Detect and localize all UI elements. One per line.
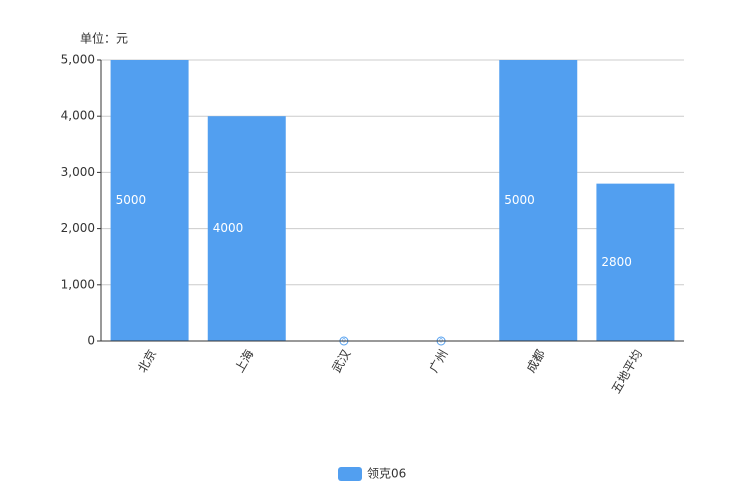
legend-swatch <box>338 467 362 481</box>
unit-label: 单位：元 <box>80 31 128 46</box>
data-label: 5000 <box>504 193 535 207</box>
bar <box>110 60 189 341</box>
x-tick-label: 北京 <box>135 347 159 375</box>
x-tick-label: 武汉 <box>329 347 353 375</box>
y-tick-label: 5,000 <box>61 53 95 67</box>
y-tick-label: 1,000 <box>61 277 95 291</box>
x-tick-label: 五地平均 <box>609 347 645 396</box>
bar <box>596 183 675 341</box>
y-tick-label: 4,000 <box>61 109 95 123</box>
data-label: 5000 <box>116 193 147 207</box>
data-label: 2800 <box>601 255 632 269</box>
y-tick-label: 2,000 <box>61 221 95 235</box>
y-tick-label: 0 <box>87 334 95 348</box>
bar <box>499 60 578 341</box>
legend-label: 领克06 <box>367 467 406 481</box>
x-tick-label: 广州 <box>427 347 451 375</box>
x-tick-label: 成都 <box>524 347 548 375</box>
data-label: 4000 <box>213 221 244 235</box>
bar <box>207 116 286 341</box>
y-tick-label: 3,000 <box>61 165 95 179</box>
x-tick-label: 上海 <box>231 347 256 375</box>
